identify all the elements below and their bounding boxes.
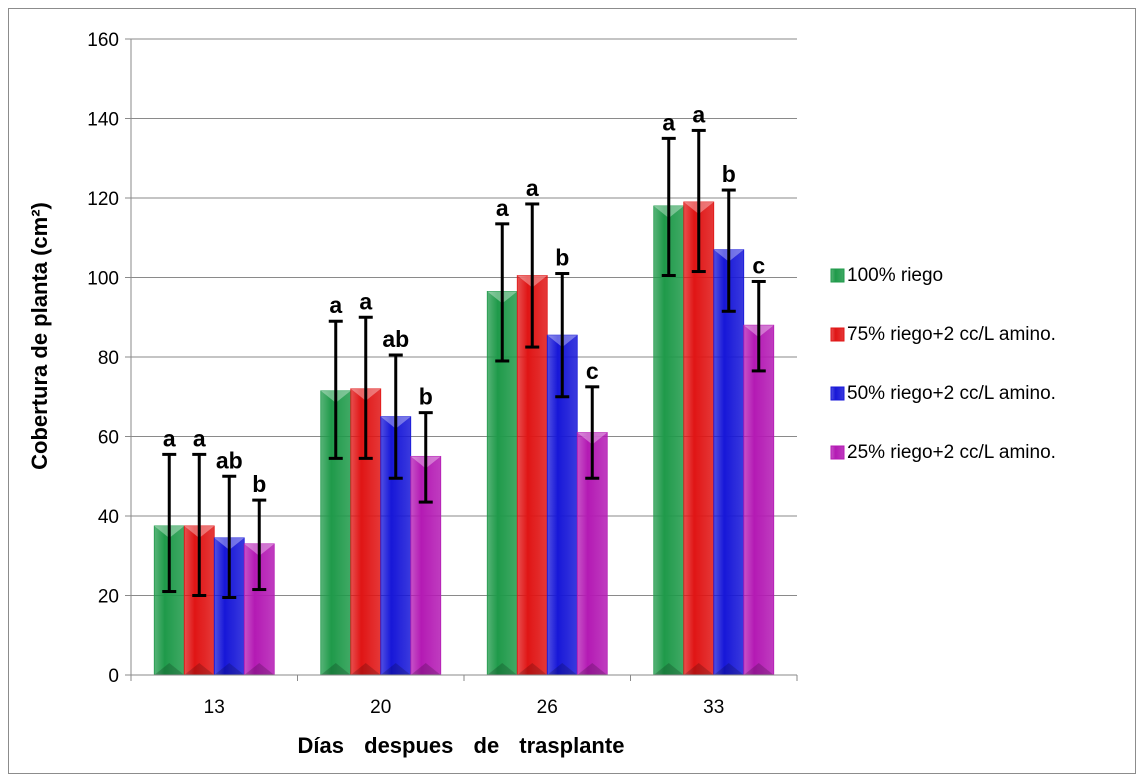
significance-letter: a xyxy=(692,101,705,127)
significance-letter: a xyxy=(526,175,539,201)
significance-letter: c xyxy=(586,358,599,384)
bar-bevel-bottom xyxy=(517,663,548,675)
legend-label: 75% riego+2 cc/L amino. xyxy=(847,324,1056,345)
x-tick-label: 20 xyxy=(370,697,391,718)
legend-label: 100% riego xyxy=(847,265,943,286)
x-tick-label: 13 xyxy=(204,697,225,718)
bar-bevel-bottom xyxy=(244,663,275,675)
legend-label: 50% riego+2 cc/L amino. xyxy=(847,383,1056,404)
bar-bevel-bottom xyxy=(547,663,578,675)
chart-frame: a a ab b a a ab b a a b c a a b c Cobertura de planta (… xyxy=(8,8,1136,774)
bar xyxy=(713,249,745,676)
bars xyxy=(153,201,775,676)
x-tick-label: 26 xyxy=(537,697,558,718)
x-tick-label: 33 xyxy=(703,697,724,718)
significance-letter: ab xyxy=(382,326,409,352)
axes: Cobertura de planta (cm²) Días despues d… xyxy=(27,30,798,758)
y-axis-title: Cobertura de planta (cm²) xyxy=(27,202,52,470)
bar-bevel-bottom xyxy=(184,663,215,675)
x-axis-title: Días despues de trasplante xyxy=(298,733,625,758)
y-tick-label: 80 xyxy=(98,348,119,369)
bar-bevel-bottom xyxy=(154,663,185,675)
y-tick-label: 140 xyxy=(87,110,119,131)
y-tick-label: 100 xyxy=(87,269,119,290)
significance-letter: a xyxy=(662,109,675,135)
significance-letter: b xyxy=(555,245,569,271)
legend-label: 25% riego+2 cc/L amino. xyxy=(847,442,1056,463)
gridlines xyxy=(131,38,797,596)
bar-bevel-bottom xyxy=(320,663,351,675)
y-tick-label: 20 xyxy=(98,587,119,608)
y-tick-label: 0 xyxy=(108,666,119,687)
legend-swatch xyxy=(830,268,845,283)
bar xyxy=(743,324,775,676)
bar-bevel-bottom xyxy=(350,663,381,675)
y-tick-label: 40 xyxy=(98,507,119,528)
significance-letter: a xyxy=(329,292,342,318)
y-tick-label: 60 xyxy=(98,428,119,449)
legend-swatch xyxy=(830,327,845,342)
bar-bevel-bottom xyxy=(653,663,684,675)
bar-bevel-bottom xyxy=(214,663,245,675)
significance-letter: a xyxy=(193,425,206,451)
significance-letter: ab xyxy=(216,447,243,473)
significance-letter: a xyxy=(359,288,372,314)
bar xyxy=(683,201,715,676)
significance-letter: a xyxy=(496,195,509,221)
bar-bevel-bottom xyxy=(743,663,774,675)
legend-swatch xyxy=(830,445,845,460)
bar-bevel-bottom xyxy=(487,663,518,675)
bar-bevel-bottom xyxy=(713,663,744,675)
significance-letter: a xyxy=(163,425,176,451)
significance-letter: c xyxy=(752,252,765,278)
legend: 100% riego 75% riego+2 cc/L amino. 50% rie… xyxy=(830,265,1056,463)
legend-swatch xyxy=(830,386,845,401)
bar-bevel-bottom xyxy=(380,663,411,675)
y-tick-label: 120 xyxy=(87,189,119,210)
bar-bevel-bottom xyxy=(683,663,714,675)
significance-letter: b xyxy=(722,161,736,187)
y-tick-label: 160 xyxy=(87,30,119,51)
bar-bevel-bottom xyxy=(410,663,441,675)
bar-bevel-bottom xyxy=(577,663,608,675)
significance-letter: b xyxy=(419,384,433,410)
error-bars xyxy=(162,128,766,599)
significance-letter: b xyxy=(252,471,266,497)
